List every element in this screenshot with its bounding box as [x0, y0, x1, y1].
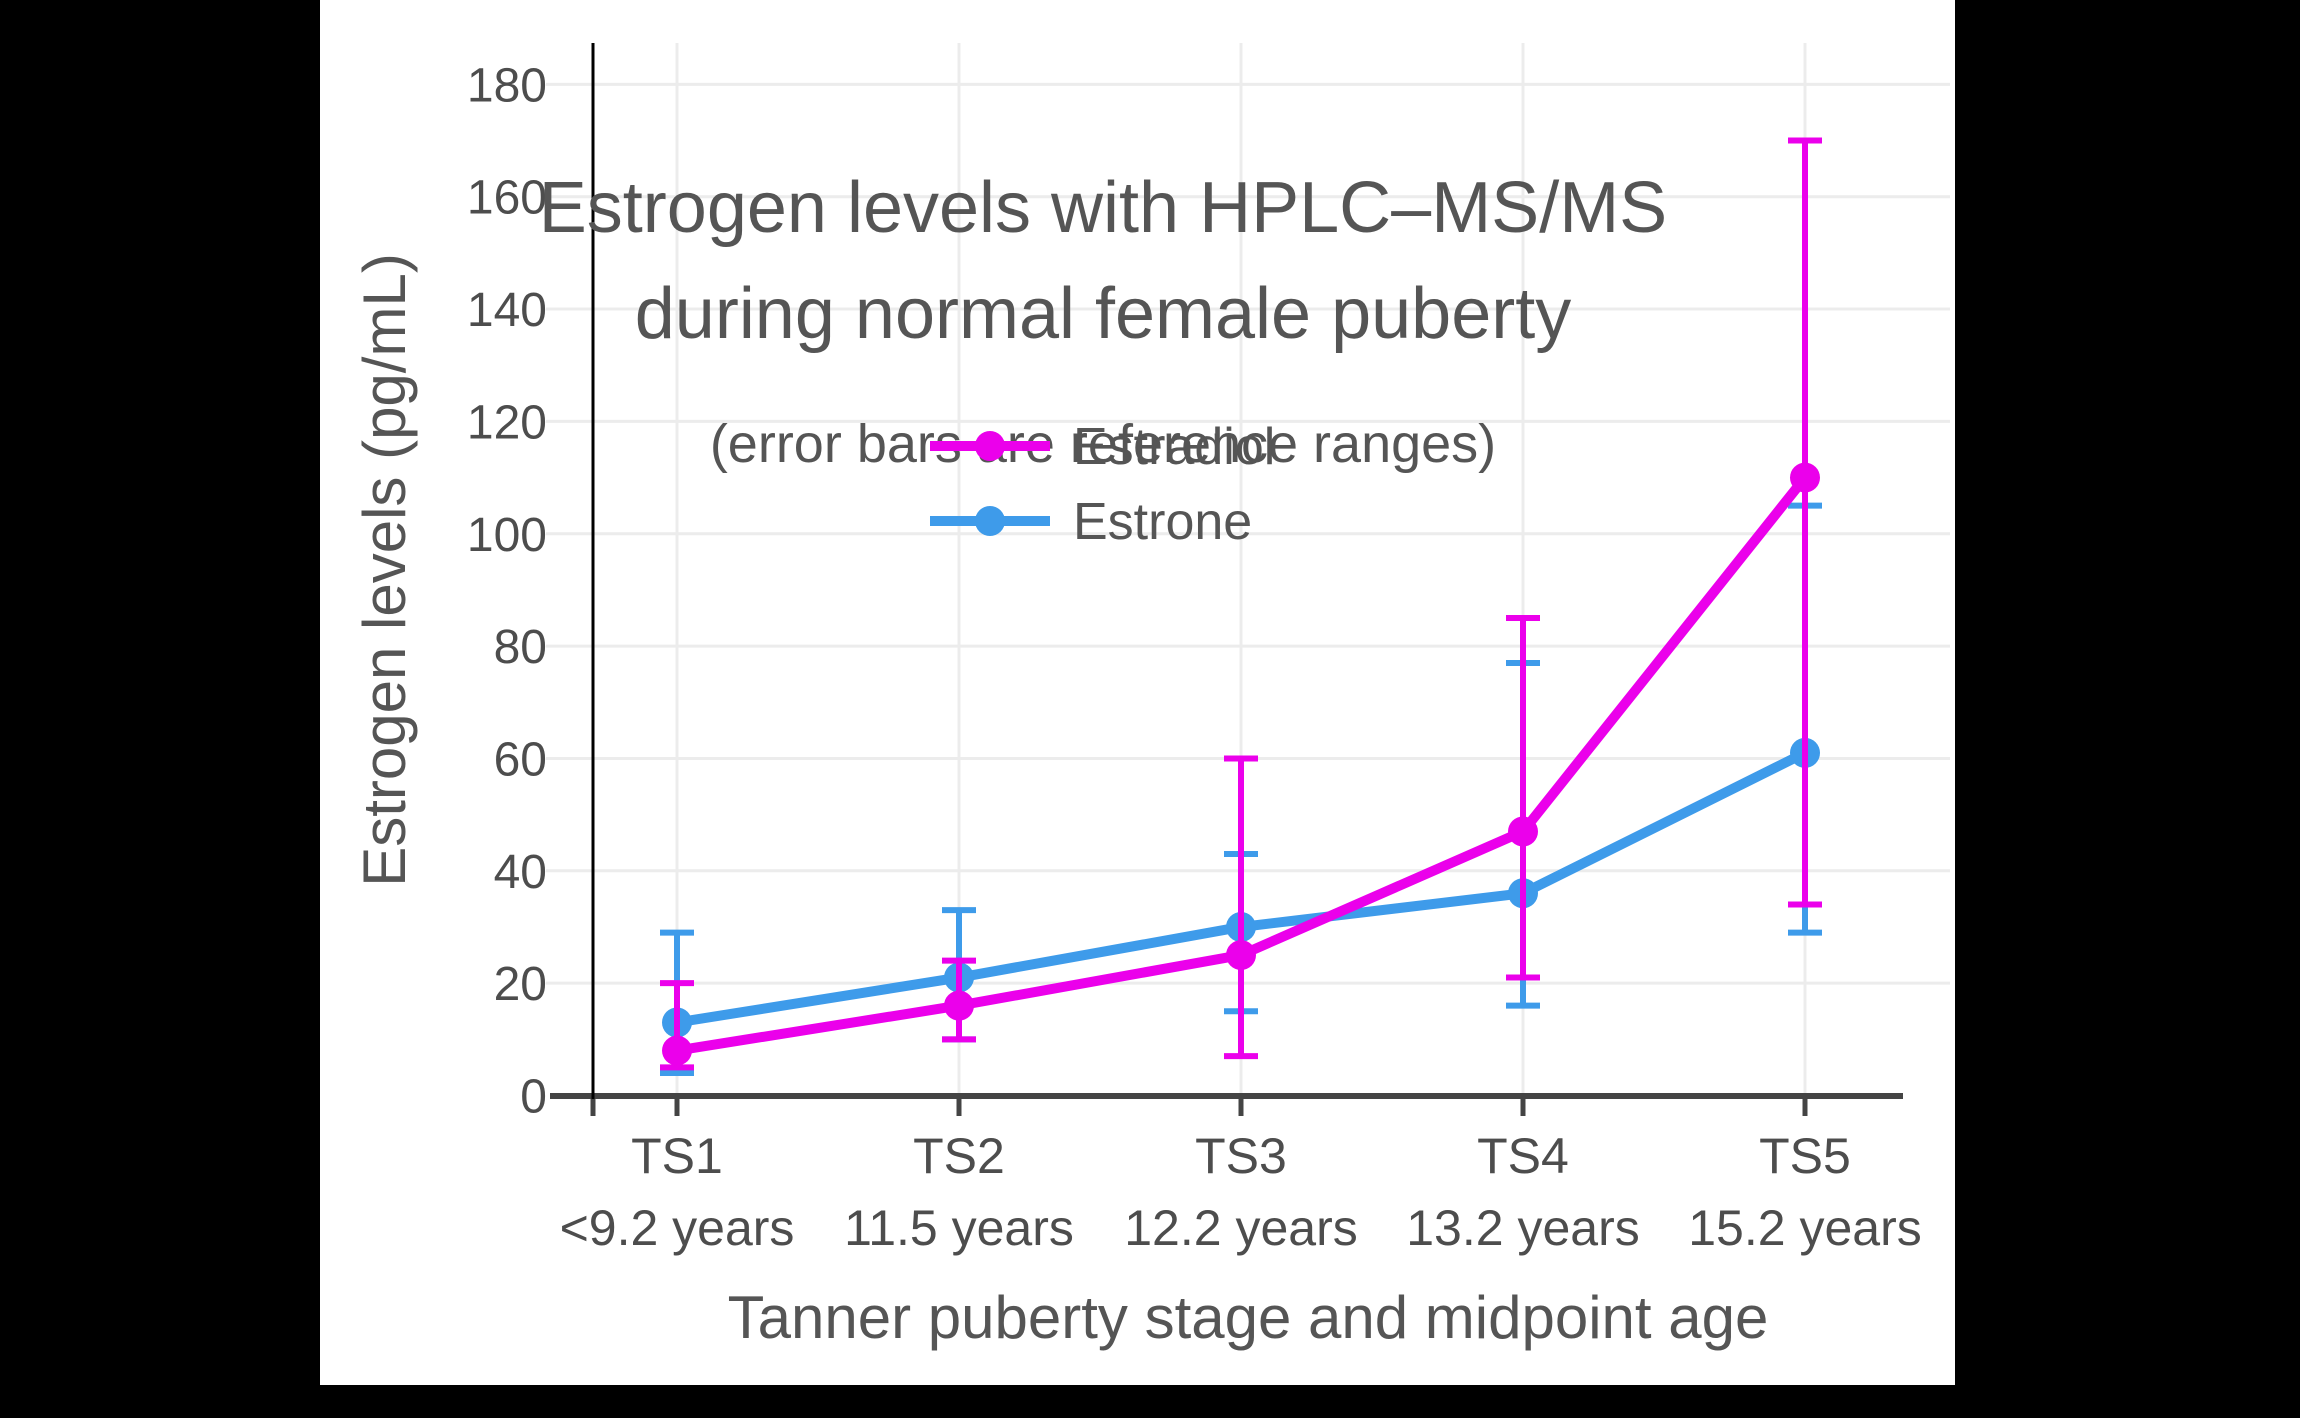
- legend-label-estrone: Estrone: [1073, 493, 1252, 551]
- category-age-label: 11.5 years: [844, 1200, 1074, 1256]
- data-point-marker[interactable]: [944, 990, 974, 1021]
- y-tick-label: 60: [494, 733, 547, 786]
- data-point-marker[interactable]: [1508, 816, 1538, 847]
- x-axis-title: Tanner puberty stage and midpoint age: [728, 1284, 1769, 1351]
- category-age-label: 15.2 years: [1688, 1200, 1921, 1256]
- data-point-marker[interactable]: [662, 1035, 692, 1066]
- tick-label-layer: 0 20 40 60 80 100 120 140 160 180: [467, 59, 547, 1123]
- category-age-label: 12.2 years: [1124, 1200, 1357, 1256]
- legend-item-estrone[interactable]: Estrone: [930, 493, 1252, 551]
- y-tick-label: 160: [467, 172, 547, 225]
- y-tick-label: 140: [467, 284, 547, 337]
- data-point-marker[interactable]: [1226, 940, 1256, 971]
- chart-subtitle: (error bars are reference ranges): [710, 414, 1496, 474]
- category-stage-label: TS3: [1195, 1128, 1287, 1184]
- y-tick-label: 20: [494, 958, 547, 1011]
- category-stage-label: TS1: [631, 1128, 723, 1184]
- y-tick-label: 80: [494, 621, 547, 674]
- series-estradiol: [660, 137, 1822, 1071]
- y-axis-title: Estrogen levels (pg/mL): [351, 253, 418, 887]
- y-tick-label: 100: [467, 509, 547, 562]
- estradiol-legend-marker-icon: [975, 431, 1005, 461]
- y-tick-label: 40: [494, 846, 547, 899]
- axis-layer: [550, 43, 1903, 1116]
- estrone-legend-marker-icon: [975, 506, 1005, 536]
- data-point-marker[interactable]: [1790, 462, 1820, 493]
- category-age-label: <9.2 years: [560, 1200, 795, 1256]
- category-stage-label: TS5: [1759, 1128, 1851, 1184]
- legend-label-estradiol: Estradiol: [1073, 418, 1275, 476]
- chart-title-line1: Estrogen levels with HPLC–MS/MS: [539, 168, 1667, 248]
- y-tick-label: 120: [467, 396, 547, 449]
- category-stage-label: TS4: [1477, 1128, 1569, 1184]
- category-age-label: 13.2 years: [1406, 1200, 1639, 1256]
- category-stage-label: TS2: [913, 1128, 1005, 1184]
- y-tick-label: 180: [467, 59, 547, 112]
- category-label-layer: TS1 <9.2 years TS2 11.5 years TS3 12.2 years T…: [560, 1128, 1922, 1256]
- y-tick-label: 0: [520, 1071, 547, 1124]
- legend: Estradiol Estrone: [930, 418, 1275, 551]
- chart-title-line2: during normal female puberty: [635, 274, 1572, 354]
- series-layer: [660, 137, 1822, 1077]
- legend-item-estradiol[interactable]: Estradiol: [930, 418, 1275, 476]
